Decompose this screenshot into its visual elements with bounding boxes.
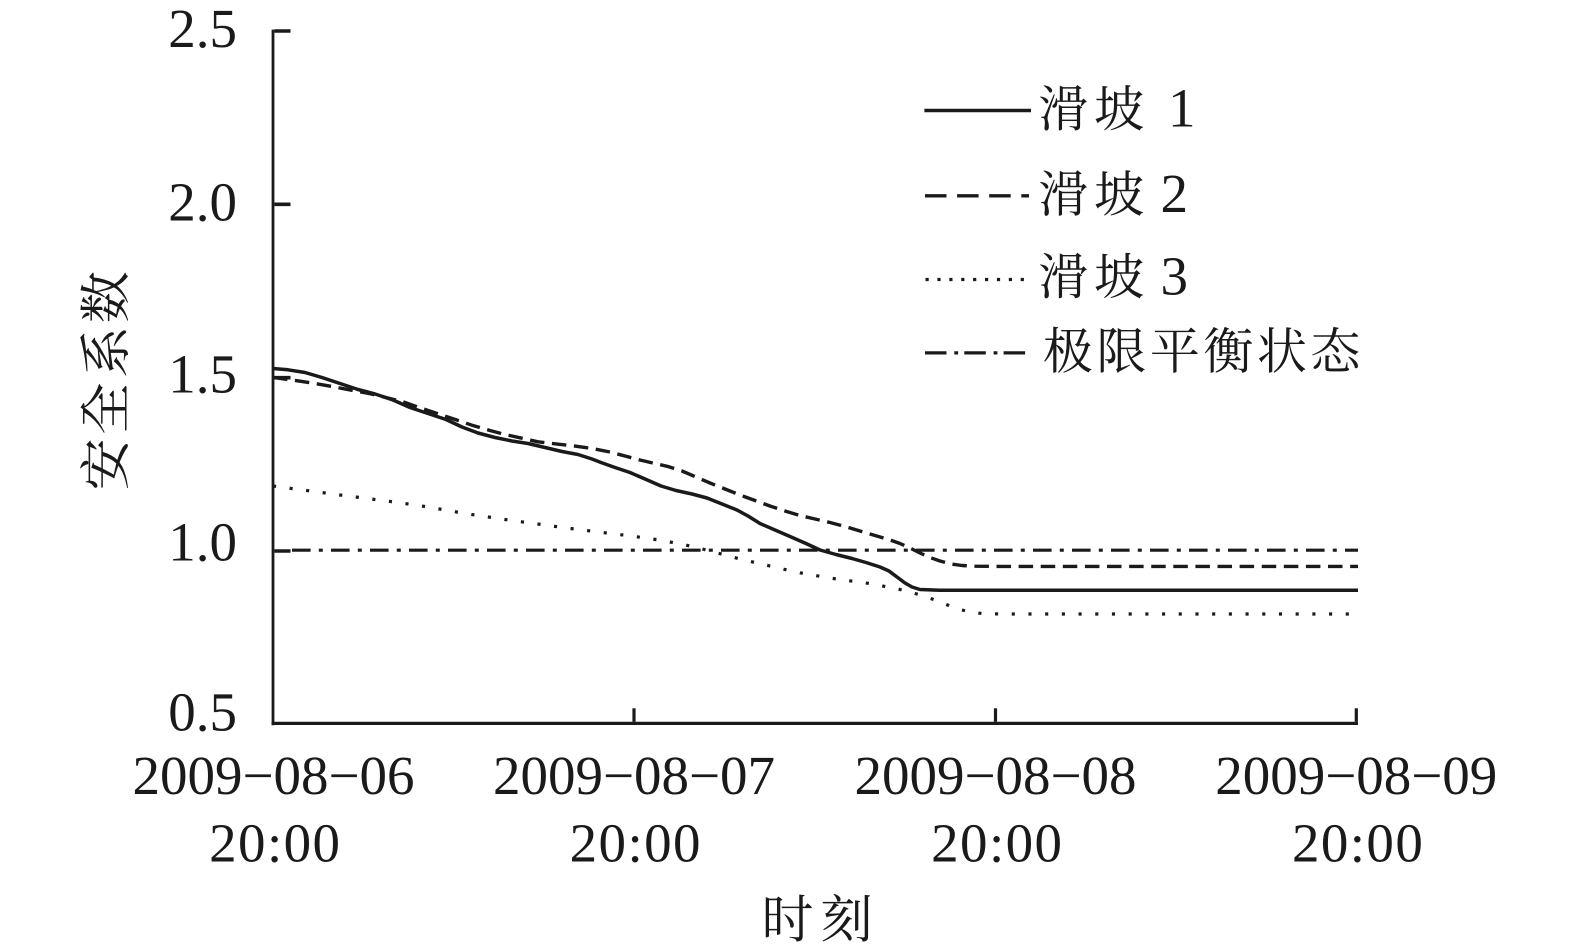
svg-text:20:00: 20:00 (931, 813, 1063, 874)
svg-text:2009−08−09: 2009−08−09 (1215, 745, 1497, 806)
svg-text:2: 2 (1161, 163, 1189, 224)
svg-text:2009−08−06: 2009−08−06 (132, 745, 414, 806)
svg-text:2009−08−08: 2009−08−08 (854, 745, 1136, 806)
svg-text:20:00: 20:00 (1292, 813, 1424, 874)
svg-text:1: 1 (1168, 78, 1196, 139)
svg-text:3: 3 (1161, 245, 1189, 306)
svg-text:2009−08−07: 2009−08−07 (493, 745, 775, 806)
svg-text:20:00: 20:00 (570, 813, 702, 874)
svg-text:2.0: 2.0 (168, 172, 237, 233)
svg-text:0.5: 0.5 (168, 681, 237, 742)
svg-text:1.5: 1.5 (168, 344, 237, 405)
svg-text:20:00: 20:00 (209, 813, 341, 874)
svg-text:2.5: 2.5 (168, 0, 237, 59)
svg-text:1.0: 1.0 (168, 512, 237, 573)
